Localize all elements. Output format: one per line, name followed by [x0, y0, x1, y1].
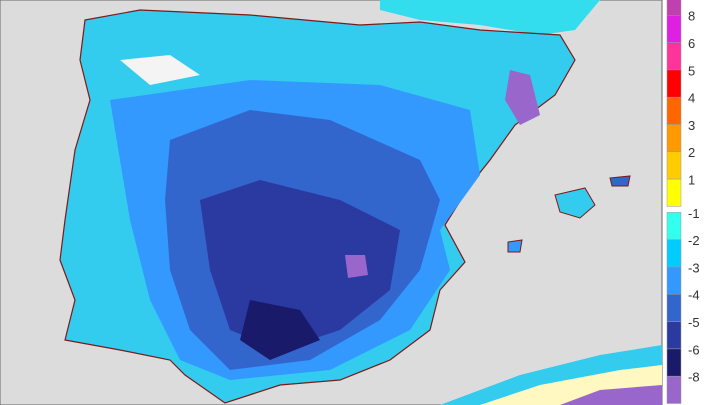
legend-swatch [666, 151, 682, 180]
legend-label: 5 [688, 63, 695, 78]
menorca [609, 175, 631, 187]
legend-swatch [666, 15, 682, 43]
legend-swatch [666, 96, 682, 125]
zone-minus-8b [345, 255, 368, 278]
zone-white [120, 55, 200, 85]
legend-label: -4 [688, 288, 700, 303]
legend-swatch [666, 266, 682, 295]
legend-label: -3 [688, 260, 700, 275]
zone-minus-6 [240, 300, 320, 360]
zone-minus-8 [505, 70, 540, 125]
legend-swatch [666, 212, 682, 240]
legend-label: 2 [688, 145, 695, 160]
legend-swatch [666, 294, 682, 322]
france [380, 0, 600, 35]
legend-swatch [666, 42, 682, 71]
legend-swatch [666, 375, 682, 404]
legend-label: 4 [688, 91, 695, 106]
legend-swatch [666, 124, 682, 153]
legend-label: -5 [688, 315, 700, 330]
africa-cold [560, 385, 662, 405]
legend-label: 8 [688, 9, 695, 24]
legend-label: 6 [688, 36, 695, 51]
legend-label: -2 [688, 233, 700, 248]
legend-label: -8 [688, 370, 700, 385]
legend-swatch [666, 348, 682, 377]
legend-swatch [666, 69, 682, 98]
legend-label: -6 [688, 342, 700, 357]
legend-label: 3 [688, 118, 695, 133]
legend-swatch [666, 178, 682, 207]
mallorca [554, 187, 596, 219]
legend-swatch [666, 239, 682, 268]
legend-swatch [666, 0, 682, 16]
legend-label: 1 [688, 173, 695, 188]
ibiza [507, 239, 523, 253]
legend-swatch [666, 321, 682, 350]
legend-label: -1 [688, 206, 700, 221]
